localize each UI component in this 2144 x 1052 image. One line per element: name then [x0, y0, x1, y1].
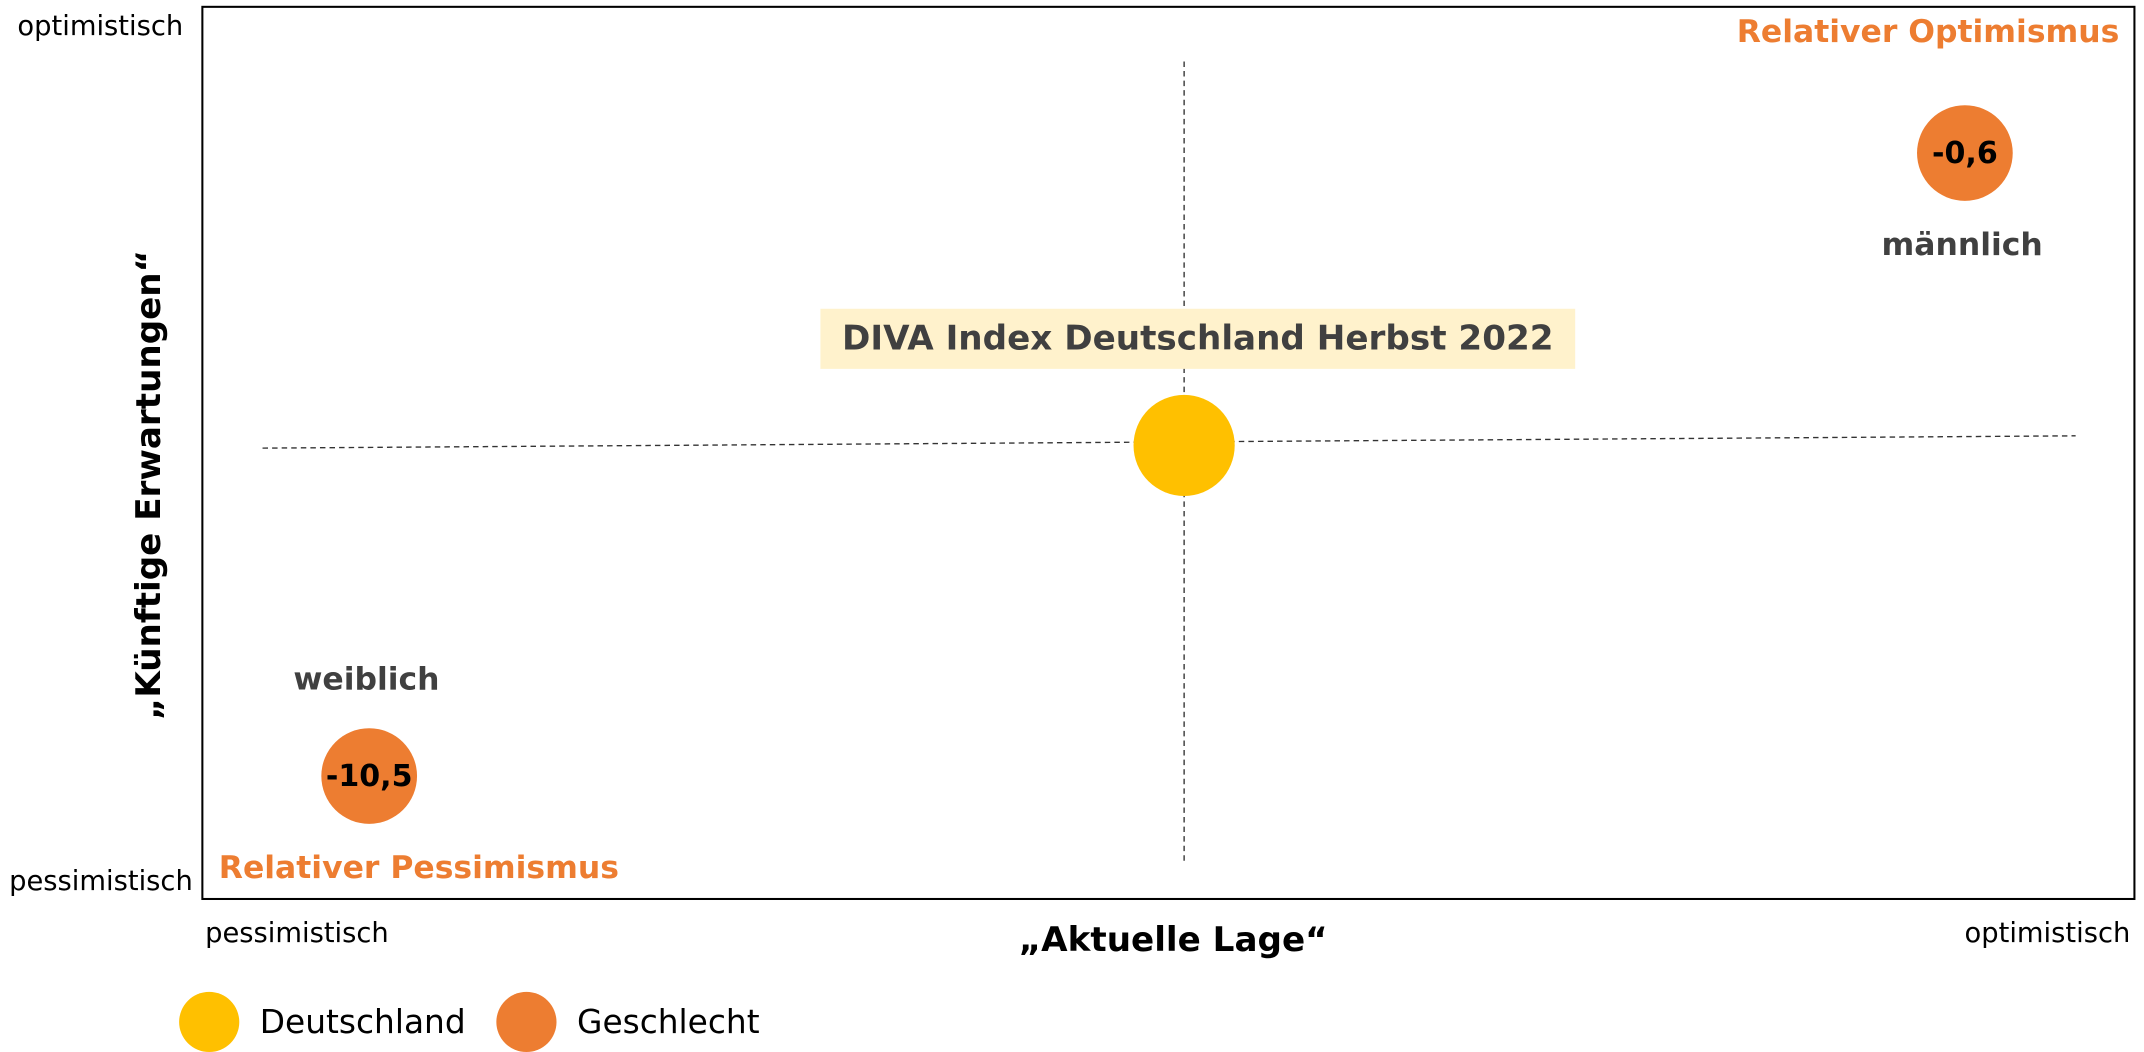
legend-swatch: [496, 991, 557, 1052]
x-left-label: pessimistisch: [205, 918, 389, 949]
legend-swatch: [179, 991, 240, 1052]
y-axis-label: „Künftige Erwartungen“: [129, 250, 169, 720]
country-bubble: [1133, 394, 1235, 496]
center-label: DIVA Index Deutschland Herbst 2022: [842, 319, 1553, 359]
value-label: -0,6: [1932, 136, 1998, 171]
plot-frame: [201, 5, 2136, 901]
quadrant-label: Relativer Optimismus: [1737, 14, 2120, 50]
center-label-box: [820, 308, 1576, 369]
group-bubble: [321, 728, 418, 824]
group-bubble: [1917, 105, 2013, 201]
value-label: -10,5: [326, 759, 413, 794]
legend-label: Deutschland: [260, 1003, 466, 1041]
legend-label: Geschlecht: [577, 1003, 760, 1041]
group-label: weiblich: [293, 661, 439, 697]
x-axis-label: „Aktuelle Lage“: [1019, 920, 1328, 960]
group-label: männlich: [1881, 227, 2042, 263]
quadrant-label: Relativer Pessimismus: [219, 850, 619, 886]
x-right-label: optimistisch: [1965, 918, 2131, 949]
y-bottom-label: pessimistisch: [9, 866, 193, 897]
y-top-label: optimistisch: [17, 11, 183, 42]
